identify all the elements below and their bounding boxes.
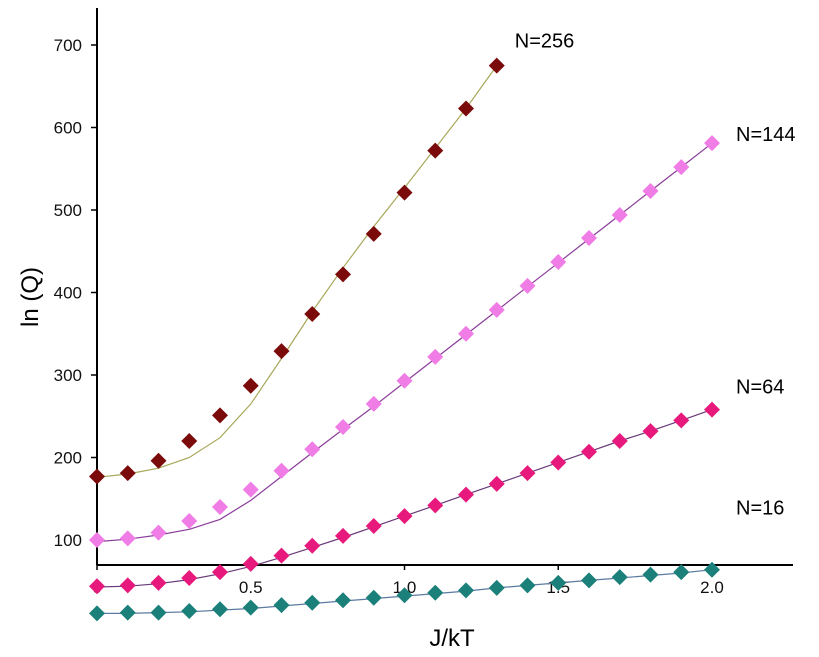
data-point-n-16 <box>427 584 444 601</box>
data-point-n-256 <box>488 57 505 74</box>
data-markers <box>89 57 720 622</box>
data-point-n-64 <box>550 454 567 471</box>
fit-line-n-144 <box>96 142 713 543</box>
data-point-n-144 <box>550 253 567 270</box>
data-point-n-144 <box>519 277 536 294</box>
data-point-n-256 <box>119 465 136 482</box>
data-point-n-144 <box>581 230 597 247</box>
data-point-n-256 <box>365 225 382 242</box>
labels: N=256 N=144 N=64 N=16 <box>515 31 796 520</box>
data-point-n-16 <box>150 604 167 621</box>
data-point-n-256 <box>396 184 413 201</box>
data-point-n-64 <box>488 475 505 492</box>
series-label-n-144: N=144 <box>736 124 796 146</box>
data-point-n-144 <box>642 183 659 200</box>
y-axis-title: ln (Q) <box>17 267 44 327</box>
data-point-n-16 <box>519 577 536 594</box>
data-point-n-64 <box>611 433 628 449</box>
data-point-n-64 <box>212 564 228 581</box>
data-point-n-64 <box>242 555 259 572</box>
data-point-n-144 <box>365 395 382 412</box>
data-point-n-16 <box>458 582 474 599</box>
y-tick-label: 500 <box>54 201 82 220</box>
data-point-n-64 <box>335 527 351 544</box>
data-point-n-16 <box>273 597 290 614</box>
data-point-n-256 <box>212 407 228 424</box>
data-point-n-16 <box>673 564 690 581</box>
data-point-n-256 <box>335 266 351 283</box>
data-point-n-144 <box>273 462 290 479</box>
x-tick-label: 0.5 <box>239 578 263 597</box>
data-point-n-144 <box>119 530 136 547</box>
data-point-n-144 <box>611 206 628 223</box>
data-point-n-16 <box>396 587 413 604</box>
data-point-n-16 <box>89 605 105 622</box>
data-point-n-16 <box>242 599 259 616</box>
data-point-n-64 <box>642 423 659 440</box>
data-point-n-64 <box>181 569 198 586</box>
y-tick-label: 600 <box>54 119 82 138</box>
y-tick-label: 700 <box>54 36 82 55</box>
data-point-n-144 <box>181 513 198 530</box>
data-point-n-64 <box>396 508 413 525</box>
data-point-n-64 <box>89 578 105 595</box>
data-point-n-16 <box>212 601 228 618</box>
data-point-n-256 <box>181 433 198 449</box>
data-point-n-144 <box>335 418 351 435</box>
data-point-n-16 <box>704 561 720 578</box>
data-point-n-64 <box>581 443 597 460</box>
data-point-n-144 <box>150 524 167 541</box>
y-tick-label: 100 <box>54 531 82 550</box>
data-point-n-64 <box>519 465 536 482</box>
data-point-n-256 <box>242 377 259 394</box>
data-point-n-144 <box>242 481 259 498</box>
data-point-n-16 <box>119 604 136 621</box>
series-label-n-256: N=256 <box>515 31 575 53</box>
data-point-n-16 <box>642 566 659 583</box>
data-point-n-144 <box>212 499 228 515</box>
data-point-n-16 <box>181 602 198 619</box>
series-label-n-64: N=64 <box>736 377 784 399</box>
data-point-n-16 <box>550 574 567 591</box>
data-point-n-64 <box>304 537 321 554</box>
data-point-n-64 <box>427 497 444 514</box>
data-point-n-16 <box>581 572 597 589</box>
fit-lines <box>96 65 713 615</box>
data-point-n-64 <box>365 517 382 534</box>
data-point-n-144 <box>704 135 720 152</box>
data-point-n-16 <box>365 589 382 606</box>
data-point-n-144 <box>458 325 474 342</box>
data-point-n-16 <box>304 594 321 611</box>
data-point-n-16 <box>611 569 628 586</box>
x-tick-label: 2.0 <box>700 578 724 597</box>
x-axis-title: J/kT <box>429 625 475 652</box>
data-point-n-256 <box>273 343 290 360</box>
data-point-n-64 <box>273 547 290 564</box>
data-point-n-64 <box>119 577 136 594</box>
data-point-n-144 <box>673 159 690 176</box>
y-tick-label: 200 <box>54 449 82 468</box>
axes: 10020030040050060070000.51.01.52.0 <box>54 8 793 597</box>
data-point-n-144 <box>488 301 505 318</box>
data-point-n-16 <box>335 592 351 609</box>
data-point-n-64 <box>673 412 690 429</box>
data-point-n-64 <box>150 574 167 591</box>
data-point-n-256 <box>427 142 444 159</box>
data-point-n-256 <box>458 100 474 117</box>
data-point-n-144 <box>89 532 105 548</box>
data-point-n-256 <box>89 468 105 485</box>
series-label-n-16: N=16 <box>736 498 784 520</box>
data-point-n-256 <box>150 452 167 469</box>
data-point-n-144 <box>396 372 413 389</box>
data-point-n-64 <box>704 401 720 418</box>
fit-line-n-256 <box>96 65 498 478</box>
data-point-n-144 <box>427 348 444 365</box>
y-tick-label: 400 <box>54 284 82 303</box>
data-point-n-144 <box>304 441 321 458</box>
data-point-n-16 <box>488 579 505 596</box>
data-point-n-256 <box>304 305 321 322</box>
data-point-n-64 <box>458 486 474 503</box>
y-tick-label: 300 <box>54 366 82 385</box>
